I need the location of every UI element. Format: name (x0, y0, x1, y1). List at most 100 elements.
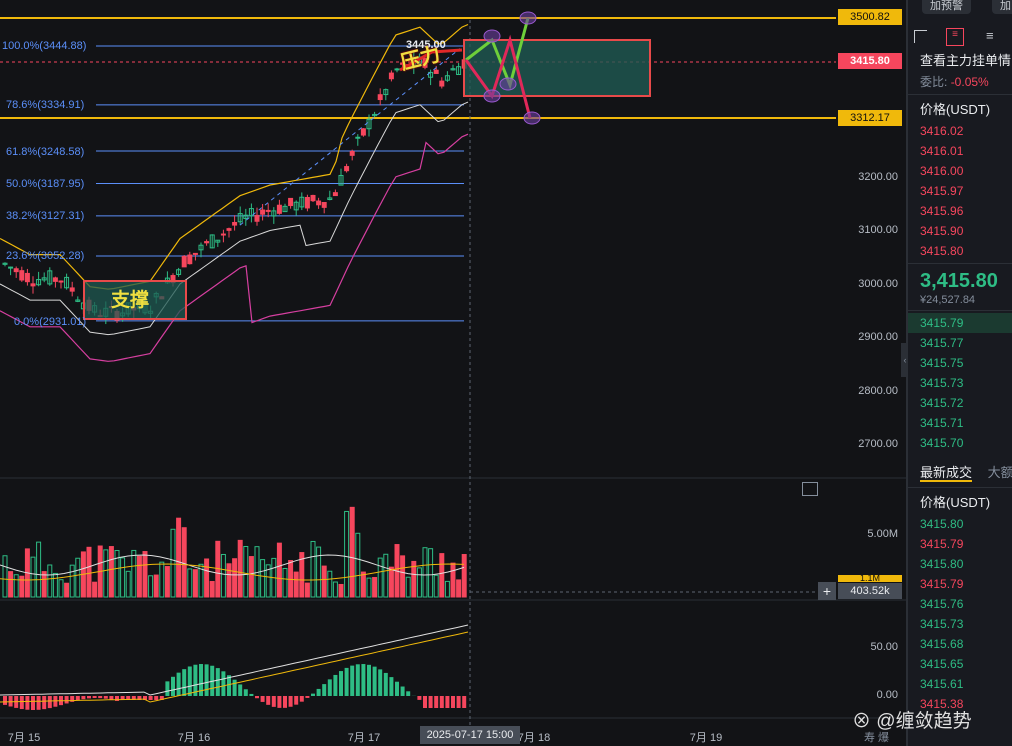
volume-bar (13, 574, 19, 598)
candle-body (24, 272, 30, 283)
volume-tick: 5.00M (867, 528, 898, 540)
layout-bids-icon[interactable]: ≡ (986, 28, 994, 43)
macd-bar (3, 696, 7, 705)
candle-body (226, 228, 232, 231)
volume-bar (52, 572, 58, 598)
macd-bar (199, 664, 203, 696)
candle-body (299, 196, 305, 208)
candle-body (332, 192, 338, 197)
volume-bar (282, 567, 288, 598)
volume-bar (411, 560, 417, 598)
macd-bar (389, 677, 394, 696)
volume-bar (416, 567, 422, 598)
candle-body (192, 252, 198, 255)
volume-bar (125, 570, 131, 598)
bid-row[interactable]: 3415.75 (920, 356, 964, 370)
macd-bar (81, 696, 86, 700)
volume-bar (41, 571, 47, 598)
add-button[interactable]: 加 (992, 0, 1012, 14)
candle-body (422, 58, 428, 68)
macd-bar (372, 666, 377, 696)
ask-row[interactable]: 3415.96 (920, 204, 964, 218)
macd-bar (159, 696, 164, 700)
macd-bar (64, 696, 69, 704)
candle-body (282, 205, 288, 213)
last-price: 3,415.80 (920, 270, 998, 292)
volume-bar (456, 579, 462, 598)
collapse-handle[interactable]: ‹ (901, 343, 909, 377)
volume-bar (114, 550, 120, 598)
volume-bar (75, 557, 81, 598)
volume-bar (220, 553, 226, 598)
bid-row[interactable]: 3415.73 (920, 376, 964, 390)
candle-body (58, 280, 64, 283)
candle-body (327, 197, 333, 200)
layout-both-icon[interactable] (914, 30, 927, 43)
macd-bar (36, 696, 41, 710)
price-chart[interactable]: 加预警 3200.00 3100.00 3000.00 2900.00 2800… (0, 0, 945, 746)
bid-row[interactable]: 3415.71 (920, 416, 964, 430)
candle-body (64, 276, 70, 289)
volume-bar (237, 539, 243, 598)
date-tick: 7月 15 (7, 732, 41, 744)
bid-list: 3415.79 3415.77 3415.75 3415.73 3415.72 3415.… (908, 313, 1012, 453)
volume-bar (30, 556, 36, 598)
candle-body (276, 204, 282, 214)
macd-bar (395, 681, 399, 696)
ask-row[interactable]: 3416.00 (920, 164, 964, 178)
resistance-box (463, 39, 651, 97)
macd-bar (288, 696, 293, 707)
trade-row: 3415.76 (920, 597, 964, 611)
bottom-right-tag: 寿 爆 (864, 732, 890, 744)
bid-row[interactable]: 3415.77 (920, 336, 964, 350)
volume-bar (86, 546, 92, 598)
candle-body (383, 89, 389, 96)
main-orders-link[interactable]: 查看主力挂单情 (920, 53, 1012, 68)
volume-bar (327, 570, 333, 598)
macd-bar (103, 696, 108, 699)
candle-body (388, 72, 394, 80)
macd-bar (92, 696, 97, 699)
macd-bar (423, 696, 427, 708)
volume-bar (103, 549, 109, 598)
volume-bar (428, 548, 434, 598)
ask-row[interactable]: 3415.90 (920, 224, 964, 238)
ask-row[interactable]: 3416.01 (920, 144, 964, 158)
volume-bar (332, 581, 338, 598)
chart-canvas[interactable] (0, 0, 906, 746)
volume-bar (108, 546, 114, 598)
bid-row[interactable]: 3415.70 (920, 436, 964, 450)
trade-row: 3415.80 (920, 557, 964, 571)
volume-bar (148, 575, 154, 598)
bid-row[interactable]: 3415.79 (908, 313, 1012, 333)
candle-body (338, 174, 344, 186)
macd-bar (221, 671, 226, 696)
resistance-arrow (399, 48, 463, 72)
volume-bar (204, 558, 210, 598)
date-tick: 7月 19 (689, 732, 723, 744)
add-icon[interactable]: + (818, 582, 836, 600)
bid-row[interactable]: 3415.72 (920, 396, 964, 410)
ask-row[interactable]: 3415.97 (920, 184, 964, 198)
marker-ellipse (483, 29, 501, 43)
volume-bar (310, 540, 316, 598)
add-alert-button[interactable]: 加预警 (922, 0, 971, 14)
macd-bar (322, 684, 327, 696)
tab-large-trades[interactable]: 大额 (987, 465, 1012, 480)
fib-label: 78.6%(3334.91) (6, 99, 85, 111)
layout-asks-icon[interactable]: ≡ (946, 28, 964, 46)
candle-body (349, 150, 355, 156)
volume-bar (383, 553, 389, 598)
macd-bar (333, 674, 338, 696)
volume-bar (58, 579, 64, 598)
candle-body (2, 262, 8, 265)
volume-bar (187, 568, 193, 598)
expand-icon[interactable] (802, 482, 818, 496)
macd-bar (47, 696, 52, 709)
ask-row[interactable]: 3416.02 (920, 124, 964, 138)
last-price-cny: ¥24,527.84 (920, 294, 976, 306)
ask-row[interactable]: 3415.80 (920, 244, 964, 258)
trade-row: 3415.80 (920, 517, 964, 531)
tab-latest-trades[interactable]: 最新成交 (920, 465, 973, 482)
macd-bar (378, 669, 383, 696)
